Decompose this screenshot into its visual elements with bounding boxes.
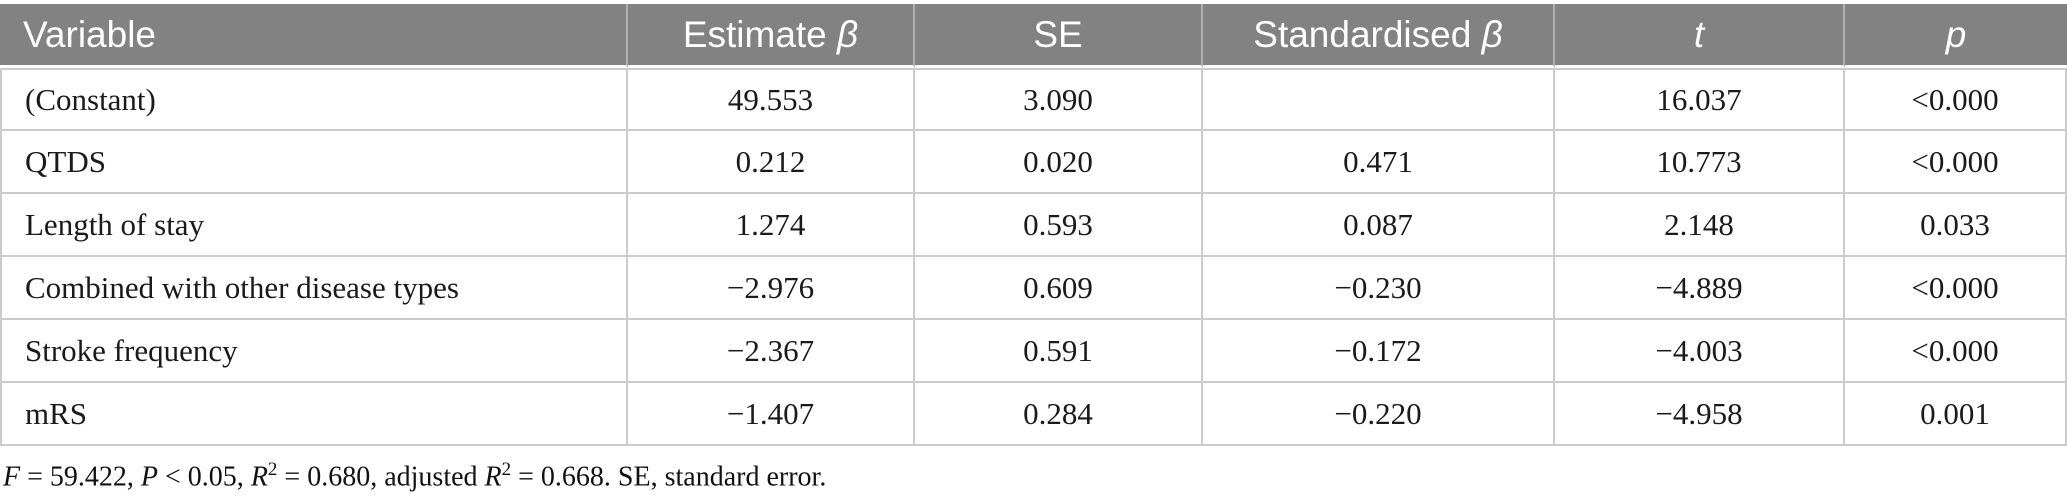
cell-variable: Combined with other disease types xyxy=(0,257,628,320)
header-label: SE xyxy=(1033,13,1083,55)
header-label: Standardised xyxy=(1253,13,1482,55)
cell-variable: mRS xyxy=(0,383,628,446)
cell-p: <0.000 xyxy=(1845,320,2067,383)
table-footnote: F = 59.422, P < 0.05, R2 = 0.680, adjust… xyxy=(0,459,2067,493)
adjusted-r-squared-value: = 0.668. SE, standard error. xyxy=(511,461,827,493)
column-header-estimate-beta: Estimate β xyxy=(628,4,915,68)
cell-se: 0.020 xyxy=(915,131,1203,194)
cell-estimate: 1.274 xyxy=(628,194,915,257)
cell-estimate: 49.553 xyxy=(628,68,915,131)
cell-standardised: 0.087 xyxy=(1203,194,1555,257)
cell-p: <0.000 xyxy=(1845,131,2067,194)
r-squared-value: = 0.680, adjusted xyxy=(277,461,485,493)
beta-symbol: β xyxy=(837,13,859,55)
table-row-mrs: mRS −1.407 0.284 −0.220 −4.958 0.001 xyxy=(0,383,2067,446)
cell-variable: (Constant) xyxy=(0,68,628,131)
header-row: Variable Estimate β SE Standardised β t … xyxy=(0,4,2067,68)
table-row-stroke-frequency: Stroke frequency −2.367 0.591 −0.172 −4.… xyxy=(0,320,2067,383)
cell-se: 0.593 xyxy=(915,194,1203,257)
cell-p: 0.001 xyxy=(1845,383,2067,446)
column-header-variable: Variable xyxy=(0,4,628,68)
table-row-constant: (Constant) 49.553 3.090 16.037 <0.000 xyxy=(0,68,2067,131)
superscript-two: 2 xyxy=(501,459,512,480)
cell-se: 0.609 xyxy=(915,257,1203,320)
cell-p: <0.000 xyxy=(1845,257,2067,320)
cell-t: −4.958 xyxy=(1555,383,1845,446)
cell-t: 2.148 xyxy=(1555,194,1845,257)
regression-results-table: Variable Estimate β SE Standardised β t … xyxy=(0,4,2067,446)
table-header: Variable Estimate β SE Standardised β t … xyxy=(0,4,2067,68)
cell-standardised xyxy=(1203,68,1555,131)
cell-estimate: −1.407 xyxy=(628,383,915,446)
adjusted-r-squared-symbol: R xyxy=(484,461,502,493)
column-header-standardised-beta: Standardised β xyxy=(1203,4,1555,68)
cell-se: 3.090 xyxy=(915,68,1203,131)
table-row-combined-disease: Combined with other disease types −2.976… xyxy=(0,257,2067,320)
cell-estimate: 0.212 xyxy=(628,131,915,194)
cell-se: 0.591 xyxy=(915,320,1203,383)
header-label: Estimate xyxy=(682,13,838,55)
f-statistic-value: = 59.422, xyxy=(20,461,141,493)
table-body: (Constant) 49.553 3.090 16.037 <0.000 QT… xyxy=(0,68,2067,446)
column-header-se: SE xyxy=(915,4,1203,68)
cell-t: 16.037 xyxy=(1555,68,1845,131)
cell-variable: Length of stay xyxy=(0,194,628,257)
cell-t: 10.773 xyxy=(1555,131,1845,194)
superscript-two: 2 xyxy=(267,459,278,480)
column-header-t: t xyxy=(1555,4,1845,68)
cell-p: <0.000 xyxy=(1845,68,2067,131)
cell-p: 0.033 xyxy=(1845,194,2067,257)
cell-se: 0.284 xyxy=(915,383,1203,446)
column-header-p: p xyxy=(1845,4,2067,68)
cell-standardised: −0.172 xyxy=(1203,320,1555,383)
cell-variable: QTDS xyxy=(0,131,628,194)
p-symbol: p xyxy=(1945,13,1967,55)
t-symbol: t xyxy=(1693,13,1705,55)
f-statistic-symbol: F xyxy=(3,461,21,493)
cell-estimate: −2.367 xyxy=(628,320,915,383)
cell-estimate: −2.976 xyxy=(628,257,915,320)
table-row-length-of-stay: Length of stay 1.274 0.593 0.087 2.148 0… xyxy=(0,194,2067,257)
cell-variable: Stroke frequency xyxy=(0,320,628,383)
header-label: Variable xyxy=(23,13,157,55)
cell-t: −4.889 xyxy=(1555,257,1845,320)
cell-standardised: −0.230 xyxy=(1203,257,1555,320)
cell-standardised: −0.220 xyxy=(1203,383,1555,446)
cell-t: −4.003 xyxy=(1555,320,1845,383)
beta-symbol: β xyxy=(1481,13,1503,55)
r-squared-symbol: R xyxy=(250,461,268,493)
p-value-text: < 0.05, xyxy=(158,461,251,493)
cell-standardised: 0.471 xyxy=(1203,131,1555,194)
p-value-symbol: P xyxy=(140,461,159,493)
table-row-qtds: QTDS 0.212 0.020 0.471 10.773 <0.000 xyxy=(0,131,2067,194)
